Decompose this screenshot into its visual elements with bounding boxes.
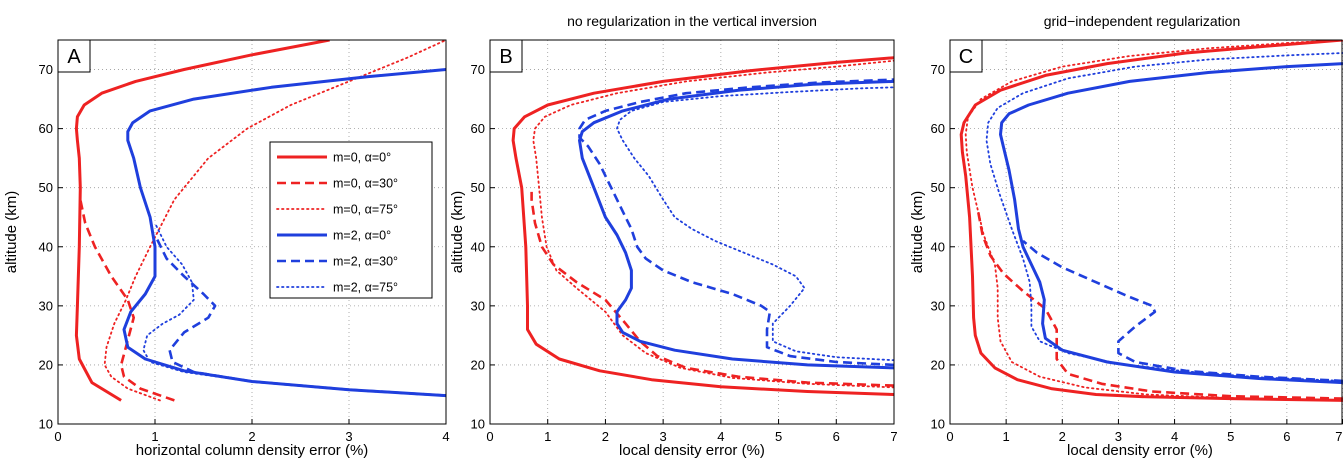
chart-title: no regularization in the vertical invers…	[567, 13, 817, 29]
panel-letter: C	[959, 46, 973, 68]
x-axis-label: horizontal column density error (%)	[136, 442, 369, 459]
chart-title: grid−independent regularization	[1044, 13, 1241, 29]
x-tick-label: 4	[1171, 429, 1178, 444]
series-line	[74, 40, 330, 402]
x-tick-label: 0	[486, 429, 493, 444]
plot-frame	[949, 39, 1343, 425]
legend-label: m=0, α=75°	[333, 203, 398, 217]
y-tick-label: 20	[931, 357, 945, 372]
legend-label: m=2, α=30°	[333, 255, 398, 269]
y-tick-label: 60	[39, 121, 53, 136]
y-tick-label: 70	[471, 62, 485, 77]
x-tick-label: 2	[248, 429, 255, 444]
x-tick-label: 5	[1227, 429, 1234, 444]
y-tick-label: 20	[39, 357, 53, 372]
x-tick-label: 4	[442, 429, 449, 444]
series-line	[985, 52, 1343, 382]
y-tick-label: 40	[39, 239, 53, 254]
x-tick-label: 5	[775, 429, 782, 444]
x-tick-label: 1	[151, 429, 158, 444]
panel-letter: A	[67, 46, 81, 68]
series-line	[103, 40, 446, 402]
x-tick-label: 0	[54, 429, 61, 444]
y-tick-label: 60	[931, 121, 945, 136]
x-tick-label: 4	[717, 429, 724, 444]
x-tick-label: 1	[544, 429, 551, 444]
series-line	[511, 56, 894, 396]
y-axis-label: altitude (km)	[909, 191, 926, 274]
y-tick-label: 10	[39, 417, 53, 432]
series-line	[976, 211, 1343, 400]
y-tick-label: 50	[471, 180, 485, 195]
panel-a: 0 1 2 3 4 10 20 30 40 50 60 70 horizontal column d…	[3, 39, 450, 459]
y-tick-label: 40	[471, 239, 485, 254]
y-tick-label: 50	[931, 180, 945, 195]
x-tick-label: 1	[1003, 429, 1010, 444]
series-line	[79, 199, 175, 402]
series-lines	[511, 56, 894, 396]
series-line	[1022, 239, 1343, 383]
series-lines	[74, 40, 446, 402]
series-line	[530, 187, 894, 387]
legend: m=0, α=0° m=0, α=30° m=0, α=75° m=2, α=0° m=…	[269, 141, 433, 299]
y-tick-label: 30	[471, 298, 485, 313]
series-line	[999, 62, 1343, 385]
legend-label: m=2, α=75°	[333, 281, 398, 295]
x-axis-label: local density error (%)	[1067, 442, 1213, 459]
x-tick-label: 6	[833, 429, 840, 444]
y-tick-label: 70	[931, 62, 945, 77]
series-line	[142, 222, 446, 397]
series-line	[959, 40, 1343, 402]
panel-b: 0 1 2 3 4 5 6 7 10 20 30 40 50 60 70 no regularizatio…	[449, 13, 898, 459]
legend-label: m=0, α=30°	[333, 177, 398, 191]
plot-frame	[489, 39, 895, 425]
x-tick-label: 6	[1283, 429, 1290, 444]
y-tick-label: 20	[471, 357, 485, 372]
x-tick-label: 2	[602, 429, 609, 444]
series-line	[122, 68, 446, 398]
y-tick-label: 10	[471, 417, 485, 432]
series-line	[578, 78, 894, 367]
plot-area	[950, 40, 1343, 424]
x-axis-label: local density error (%)	[619, 442, 765, 459]
x-axis-ticks: 0 1 2 3 4	[54, 419, 450, 444]
x-tick-label: 7	[1335, 429, 1342, 444]
y-tick-label: 40	[931, 239, 945, 254]
x-tick-label: 2	[1059, 429, 1066, 444]
x-tick-label: 3	[1115, 429, 1122, 444]
y-axis-ticks: 10 20 30 40 50 60 70	[471, 62, 495, 432]
series-line	[616, 86, 894, 362]
x-tick-label: 3	[660, 429, 667, 444]
y-axis-ticks: 10 20 30 40 50 60 70	[39, 62, 63, 432]
y-axis-label: altitude (km)	[449, 191, 466, 274]
y-tick-label: 50	[39, 180, 53, 195]
panel-letter: B	[499, 46, 512, 68]
panel-letter-box	[949, 39, 983, 73]
panel-letter-box	[57, 39, 91, 73]
legend-label: m=2, α=0°	[333, 229, 391, 243]
x-tick-label: 0	[946, 429, 953, 444]
y-tick-label: 10	[931, 417, 945, 432]
series-line	[964, 40, 1343, 402]
x-axis-ticks: 0 1 2 3 4 5 6 7	[486, 419, 898, 444]
y-axis-label: altitude (km)	[3, 191, 20, 274]
y-tick-label: 30	[39, 298, 53, 313]
legend-box	[269, 141, 433, 299]
y-tick-label: 30	[931, 298, 945, 313]
panel-c: 0 1 2 3 4 5 6 7 10 20 30 40 50 60 70 grid−independent…	[909, 13, 1343, 459]
series-line	[532, 59, 894, 389]
series-lines	[959, 40, 1343, 402]
y-tick-label: 60	[471, 121, 485, 136]
y-tick-label: 70	[39, 62, 53, 77]
x-tick-label: 7	[890, 429, 897, 444]
y-axis-ticks: 10 20 30 40 50 60 70	[931, 62, 955, 432]
x-tick-label: 3	[345, 429, 352, 444]
panel-letter-box	[489, 39, 523, 73]
series-line	[153, 234, 446, 397]
legend-label: m=0, α=0°	[333, 151, 391, 165]
series-line	[578, 79, 894, 370]
